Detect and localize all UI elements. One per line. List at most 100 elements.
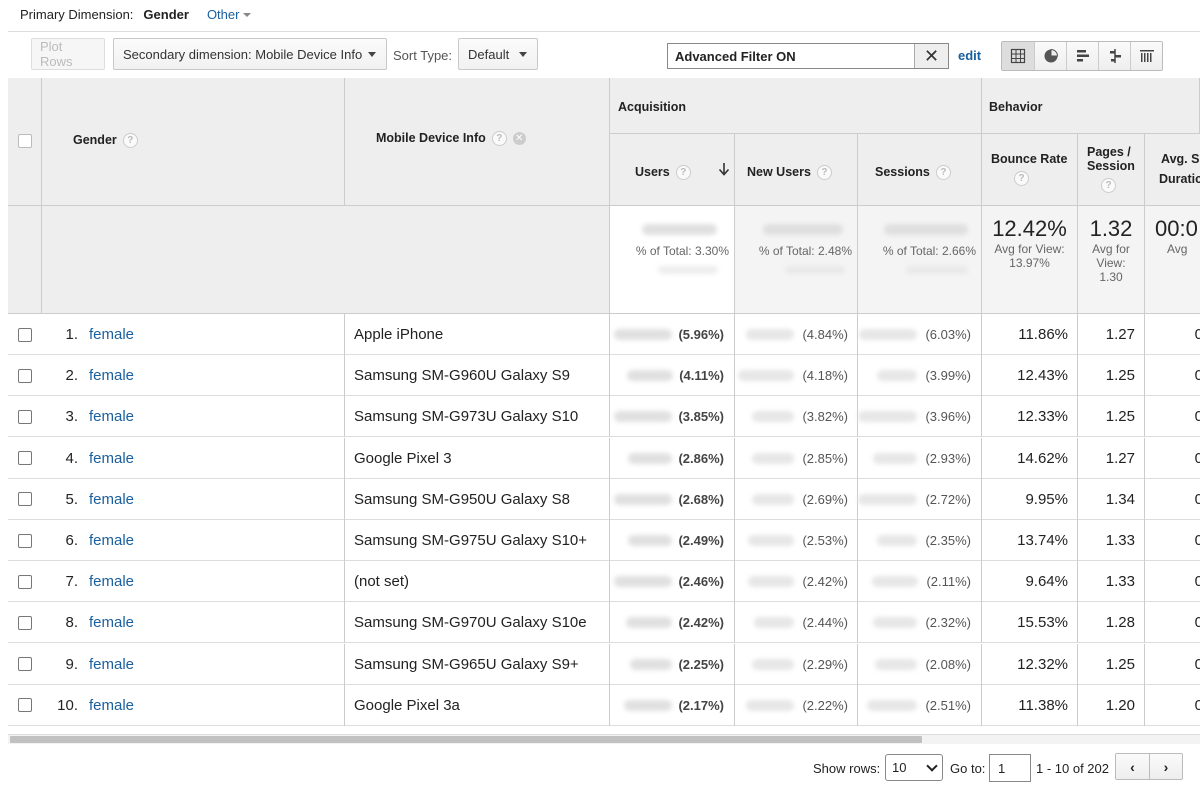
pie-view-button[interactable] (1034, 42, 1066, 70)
redacted-value (752, 658, 795, 670)
header-select-all-cell (8, 78, 42, 206)
gender-link[interactable]: female (89, 696, 135, 714)
row-checkbox-cell (8, 561, 42, 602)
new-users-cell: (4.18%) (735, 355, 858, 397)
sessions-pct: (2.93%) (925, 450, 971, 466)
users-cell: (2.86%) (610, 437, 735, 479)
next-page-button[interactable]: › (1149, 754, 1182, 779)
help-icon[interactable]: ? (1101, 178, 1116, 193)
remove-dimension-icon[interactable]: ✕ (512, 132, 526, 146)
redacted-value (859, 329, 918, 340)
header-sessions[interactable]: Sessions? (858, 134, 982, 206)
gender-link[interactable]: female (89, 655, 135, 673)
header-device-text: Mobile Device Info (376, 131, 486, 145)
bounce-rate-cell: 12.43% (982, 355, 1078, 397)
pivot-view-button[interactable] (1130, 42, 1162, 70)
table-row: 7. female (not set) (2.46%) (2.42%) (2.11%) 9.… (8, 561, 1200, 603)
row-checkbox[interactable] (18, 409, 32, 424)
select-all-checkbox[interactable] (18, 134, 32, 148)
help-icon[interactable]: ? (935, 165, 951, 181)
header-users-label: Users? (635, 165, 691, 181)
table-row: 9. female Samsung SM-G965U Galaxy S9+ (2.25… (8, 643, 1200, 685)
goto-page-input[interactable]: 1 (989, 754, 1031, 782)
summary-bounce-sub1: Avg for View: (994, 242, 1065, 256)
help-icon[interactable]: ? (122, 133, 138, 149)
filter-input[interactable]: Advanced Filter ON (675, 49, 796, 64)
users-pct: (4.11%) (679, 368, 724, 384)
new-users-cell: (2.85%) (735, 437, 858, 479)
redacted-value (858, 411, 918, 423)
gender-link[interactable]: female (89, 532, 135, 549)
prev-page-button[interactable]: ‹ (1116, 754, 1149, 779)
gender-cell: 3. female (42, 396, 345, 438)
help-icon[interactable]: ? (491, 131, 507, 147)
row-checkbox[interactable] (18, 574, 32, 589)
header-device[interactable]: Mobile Device Info? ✕ (345, 78, 610, 206)
header-new-users[interactable]: New Users? (735, 134, 858, 206)
edit-filter-link[interactable]: edit (958, 48, 982, 63)
redacted-value (628, 452, 673, 464)
gender-link[interactable]: female (89, 490, 135, 508)
header-pages-session[interactable]: Pages / Session ? (1078, 134, 1145, 206)
row-checkbox[interactable] (18, 533, 32, 548)
gender-link[interactable]: female (89, 367, 135, 385)
bounce-rate-cell: 9.64% (982, 561, 1078, 603)
device-cell: Samsung SM-G970U Galaxy S10e (345, 602, 610, 644)
redacted-value (624, 699, 673, 711)
row-index: 8. (65, 614, 78, 632)
summary-new-users-pct: % of Total: 2.48% (758, 244, 852, 258)
row-checkbox[interactable] (18, 698, 32, 713)
gender-link[interactable]: female (89, 449, 135, 467)
sort-type-value: Default (468, 46, 510, 62)
users-cell: (2.46%) (610, 561, 735, 603)
sessions-pct: (6.03%) (925, 327, 971, 342)
secondary-dimension-select[interactable]: Secondary dimension: Mobile Device Info (113, 38, 387, 70)
row-checkbox[interactable] (18, 327, 32, 342)
data-table: Gender? Mobile Device Info? ✕ Acquisition… (8, 78, 1200, 728)
gender-link[interactable]: female (89, 326, 135, 343)
show-rows-select[interactable]: 10 (885, 754, 943, 781)
header-gender[interactable]: Gender? (42, 78, 345, 206)
table-row: 6. female Samsung SM-G975U Galaxy S10+ (2.4… (8, 520, 1200, 561)
row-checkbox[interactable] (18, 615, 32, 630)
gender-link[interactable]: female (89, 614, 135, 632)
gender-link[interactable]: female (89, 408, 135, 426)
gender-cell: 10. female (42, 684, 345, 726)
row-checkbox[interactable] (18, 451, 32, 466)
comparison-view-icon (1109, 49, 1121, 63)
table-row: 5. female Samsung SM-G950U Galaxy S8 (2.68%… (8, 478, 1200, 520)
row-checkbox[interactable] (18, 368, 32, 383)
primary-dimension-gender[interactable]: Gender (143, 7, 189, 22)
redacted-value (877, 535, 918, 546)
scrollbar-thumb[interactable] (10, 736, 922, 743)
sort-type-select[interactable]: Default (458, 38, 538, 70)
header-avg-duration[interactable]: Avg. S Duratic (1145, 134, 1200, 206)
row-checkbox[interactable] (18, 492, 32, 507)
plot-rows-button[interactable]: Plot Rows (31, 38, 105, 70)
help-icon[interactable]: ? (816, 165, 832, 181)
sessions-pct: (2.51%) (925, 697, 971, 713)
primary-dimension-other[interactable]: Other (207, 7, 252, 22)
row-checkbox[interactable] (18, 657, 32, 672)
sessions-cell: (3.96%) (858, 396, 982, 438)
gender-link[interactable]: female (89, 573, 135, 591)
header-bounce-rate[interactable]: Bounce Rate ? (982, 134, 1078, 206)
close-icon[interactable]: ✕ (914, 44, 948, 68)
users-pct: (5.96%) (678, 327, 724, 342)
users-pct: (3.85%) (678, 409, 724, 425)
users-pct: (2.86%) (678, 450, 724, 466)
header-users[interactable]: Users? (610, 134, 735, 206)
comparison-view-button[interactable] (1098, 42, 1130, 70)
table-view-button[interactable] (1002, 42, 1034, 70)
help-icon[interactable]: ? (1014, 171, 1029, 186)
help-icon[interactable]: ? (675, 165, 691, 181)
performance-view-button[interactable] (1066, 42, 1098, 70)
bounce-rate-cell: 12.32% (982, 643, 1078, 685)
horizontal-scrollbar[interactable] (8, 734, 1200, 744)
users-pct: (2.25%) (678, 656, 724, 672)
row-index: 5. (65, 490, 78, 508)
redacted-value (875, 658, 918, 670)
show-rows-value: 10 (892, 760, 907, 775)
redacted-value (738, 370, 795, 382)
redacted-value (884, 224, 968, 235)
